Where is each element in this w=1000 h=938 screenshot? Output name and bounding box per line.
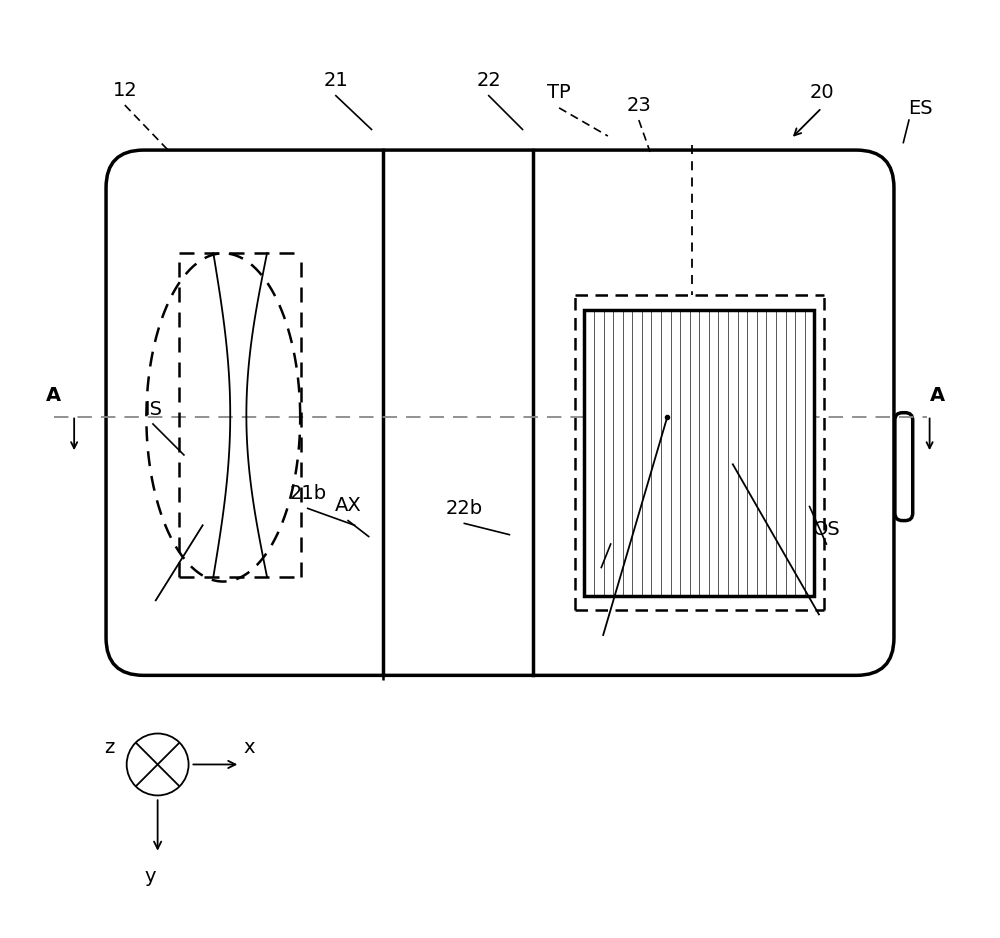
FancyBboxPatch shape (895, 413, 913, 521)
Text: AX: AX (601, 518, 628, 537)
Text: TP: TP (547, 83, 571, 102)
Text: 22b: 22b (446, 499, 483, 518)
Text: 21: 21 (323, 71, 348, 90)
Text: OS: OS (813, 520, 840, 538)
Text: 23: 23 (626, 96, 651, 114)
Text: 22: 22 (476, 71, 501, 90)
Text: AX: AX (335, 496, 361, 515)
Text: A: A (930, 386, 945, 405)
Text: 12: 12 (112, 81, 137, 99)
Text: x: x (244, 738, 255, 757)
Text: IS: IS (144, 400, 162, 418)
Text: z: z (104, 738, 114, 757)
Text: ES: ES (908, 99, 933, 118)
Text: 20: 20 (809, 83, 834, 102)
Bar (584, 310, 814, 596)
Text: BP: BP (598, 520, 623, 538)
Bar (584, 310, 814, 596)
FancyBboxPatch shape (106, 150, 894, 675)
Text: y: y (144, 867, 156, 885)
Text: 21b: 21b (289, 484, 326, 503)
Text: A: A (46, 386, 61, 405)
